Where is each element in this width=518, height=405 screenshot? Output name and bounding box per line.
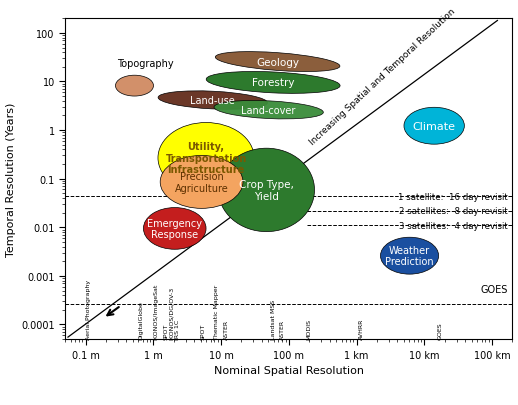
Text: SPOT: SPOT bbox=[163, 322, 168, 339]
Text: GOES: GOES bbox=[481, 284, 508, 294]
Text: IRS 1C: IRS 1C bbox=[175, 319, 180, 339]
Ellipse shape bbox=[143, 208, 206, 249]
Text: ASTER: ASTER bbox=[224, 319, 229, 339]
Text: IKONOS/DG/OV-3: IKONOS/DG/OV-3 bbox=[169, 286, 174, 339]
Text: 1 satellite:  16 day revisit: 1 satellite: 16 day revisit bbox=[398, 192, 508, 201]
Y-axis label: Temporal Resolution (Years): Temporal Resolution (Years) bbox=[6, 102, 16, 256]
Text: Increasing Spatial and Temporal Resolution: Increasing Spatial and Temporal Resoluti… bbox=[308, 7, 457, 147]
Ellipse shape bbox=[404, 108, 464, 145]
Text: Climate: Climate bbox=[413, 122, 456, 131]
Text: IKONOS/ImageSat: IKONOS/ImageSat bbox=[153, 283, 159, 339]
Text: Land-use: Land-use bbox=[191, 96, 235, 106]
Text: SPOT: SPOT bbox=[200, 322, 206, 339]
Text: MODIS: MODIS bbox=[306, 318, 311, 339]
Text: 3 satellites:  4 day revisit: 3 satellites: 4 day revisit bbox=[399, 221, 508, 230]
Text: Precision
Agriculture: Precision Agriculture bbox=[175, 172, 228, 193]
X-axis label: Nominal Spatial Resolution: Nominal Spatial Resolution bbox=[214, 365, 364, 375]
Text: ASTER: ASTER bbox=[280, 319, 285, 339]
Ellipse shape bbox=[160, 156, 243, 209]
Text: AVHRR: AVHRR bbox=[359, 318, 364, 339]
Text: Topography: Topography bbox=[117, 59, 173, 69]
Text: 2 satellites:  8 day revisit: 2 satellites: 8 day revisit bbox=[399, 207, 508, 215]
Text: Thematic Mapper: Thematic Mapper bbox=[214, 284, 220, 339]
Text: Weather
Prediction: Weather Prediction bbox=[385, 245, 434, 267]
Text: Land-cover: Land-cover bbox=[241, 105, 296, 115]
Ellipse shape bbox=[214, 101, 323, 119]
Text: Utility,
Transportation
Infrastructure: Utility, Transportation Infrastructure bbox=[165, 142, 247, 175]
Text: Landsat MSS: Landsat MSS bbox=[271, 299, 276, 339]
Ellipse shape bbox=[158, 123, 254, 194]
Ellipse shape bbox=[215, 53, 340, 72]
Text: Emergency
Response: Emergency Response bbox=[147, 218, 202, 240]
Text: Forestry: Forestry bbox=[252, 78, 294, 88]
Text: DigitalGlobe: DigitalGlobe bbox=[138, 300, 143, 339]
Ellipse shape bbox=[381, 238, 439, 275]
Ellipse shape bbox=[158, 92, 267, 110]
Ellipse shape bbox=[219, 149, 314, 232]
Text: Crop Type,
Yield: Crop Type, Yield bbox=[239, 180, 294, 201]
Ellipse shape bbox=[206, 72, 340, 94]
Text: GOES: GOES bbox=[438, 321, 443, 339]
Ellipse shape bbox=[116, 76, 153, 97]
Text: Aerial Photography: Aerial Photography bbox=[85, 279, 91, 339]
Text: Geology: Geology bbox=[256, 58, 299, 67]
